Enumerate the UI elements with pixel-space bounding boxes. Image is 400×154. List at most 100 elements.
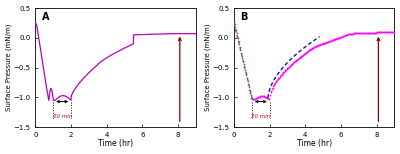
Point bbox=[282, 70, 288, 72]
Point bbox=[330, 39, 336, 41]
Point bbox=[344, 34, 350, 36]
Point bbox=[342, 34, 349, 36]
Point bbox=[376, 31, 382, 34]
Point bbox=[289, 62, 296, 65]
Text: B: B bbox=[240, 12, 248, 22]
Point bbox=[323, 41, 329, 44]
X-axis label: Time (hr): Time (hr) bbox=[98, 139, 133, 148]
Point bbox=[358, 32, 364, 34]
Point bbox=[348, 32, 354, 35]
Point bbox=[250, 98, 256, 100]
Point bbox=[240, 60, 246, 62]
Point bbox=[372, 31, 378, 34]
Point bbox=[371, 31, 377, 34]
Point bbox=[357, 32, 363, 34]
Point bbox=[271, 83, 278, 85]
Point bbox=[380, 31, 387, 34]
Point bbox=[294, 59, 300, 61]
Point bbox=[276, 76, 283, 78]
Point bbox=[389, 31, 395, 34]
Point bbox=[234, 32, 240, 34]
Point bbox=[332, 38, 339, 40]
Point bbox=[242, 71, 249, 74]
Point bbox=[253, 97, 259, 100]
Point bbox=[258, 95, 265, 97]
Point bbox=[249, 98, 255, 100]
Point bbox=[260, 95, 266, 97]
Point bbox=[346, 33, 352, 35]
Point bbox=[337, 36, 343, 38]
Point bbox=[263, 96, 269, 98]
Point bbox=[332, 38, 338, 41]
Point bbox=[312, 45, 318, 48]
Point bbox=[255, 96, 262, 98]
Point bbox=[242, 69, 248, 71]
Point bbox=[232, 23, 238, 25]
Point bbox=[356, 32, 362, 34]
Point bbox=[328, 39, 335, 42]
Point bbox=[362, 32, 368, 34]
Point bbox=[326, 40, 332, 43]
Point bbox=[382, 31, 389, 34]
Point bbox=[357, 32, 364, 34]
Point bbox=[338, 36, 344, 38]
Point bbox=[300, 53, 306, 56]
Point bbox=[251, 98, 258, 100]
Point bbox=[348, 32, 355, 35]
Point bbox=[321, 42, 328, 44]
Point bbox=[320, 43, 326, 45]
Point bbox=[316, 44, 323, 46]
Point bbox=[315, 44, 321, 47]
Point bbox=[350, 32, 356, 35]
Point bbox=[279, 73, 285, 75]
Point bbox=[310, 46, 316, 49]
Point bbox=[327, 40, 334, 42]
Point bbox=[375, 31, 382, 34]
Point bbox=[264, 96, 270, 99]
Point bbox=[314, 45, 320, 47]
Point bbox=[352, 32, 358, 35]
Point bbox=[360, 32, 366, 34]
Point bbox=[344, 33, 351, 36]
Point bbox=[265, 97, 271, 99]
Point bbox=[292, 60, 298, 63]
Point bbox=[345, 33, 352, 35]
Point bbox=[273, 80, 280, 82]
Point bbox=[310, 46, 317, 48]
Point bbox=[346, 32, 353, 35]
Point bbox=[238, 54, 245, 57]
Point bbox=[354, 32, 360, 35]
Point bbox=[359, 32, 366, 34]
Point bbox=[253, 97, 260, 99]
Point bbox=[270, 85, 276, 88]
Point bbox=[349, 32, 355, 35]
X-axis label: Time (hr): Time (hr) bbox=[297, 139, 332, 148]
Point bbox=[302, 52, 308, 55]
Point bbox=[334, 37, 340, 40]
Point bbox=[347, 32, 354, 35]
Point bbox=[311, 46, 318, 48]
Point bbox=[269, 86, 276, 89]
Point bbox=[236, 43, 242, 45]
Point bbox=[368, 32, 374, 34]
Point bbox=[324, 41, 330, 43]
Point bbox=[380, 31, 386, 34]
Point bbox=[325, 40, 332, 43]
Point bbox=[244, 80, 251, 82]
Point bbox=[320, 42, 326, 45]
Point bbox=[309, 47, 316, 49]
Point bbox=[388, 31, 394, 34]
Text: 20 min: 20 min bbox=[53, 114, 72, 119]
Point bbox=[292, 60, 299, 62]
Y-axis label: Surface Pressure (mN/m): Surface Pressure (mN/m) bbox=[204, 24, 211, 111]
Point bbox=[355, 32, 362, 34]
Point bbox=[336, 36, 342, 39]
Point bbox=[366, 32, 372, 34]
Point bbox=[246, 86, 252, 88]
Point bbox=[385, 31, 391, 34]
Point bbox=[368, 31, 374, 34]
Point bbox=[324, 41, 331, 43]
Point bbox=[376, 31, 383, 34]
Point bbox=[337, 36, 344, 38]
Point bbox=[280, 71, 287, 74]
